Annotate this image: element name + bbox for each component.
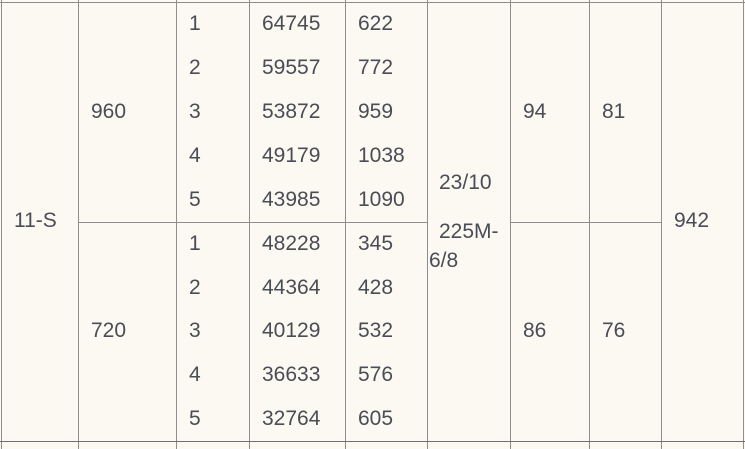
value-a-cell: 36633 — [262, 363, 321, 387]
metric-b-cell: 76 — [602, 319, 626, 343]
data-table: 11-S 960 720 1 2 3 4 5 64745 59557 53872… — [1, 2, 743, 441]
grid-hline-group-divider — [510, 222, 662, 223]
grid-vline — [661, 0, 662, 449]
stage-cell: 5 — [189, 188, 201, 211]
stage-cell: 1 — [189, 12, 201, 35]
value-b-cell: 428 — [358, 275, 394, 299]
spec-line: 23/10 — [439, 170, 492, 194]
stage-cell: 3 — [189, 100, 201, 123]
metric-a-cell: 94 — [523, 100, 547, 123]
value-a-cell: 49179 — [262, 144, 321, 167]
grid-vline — [589, 0, 590, 449]
stage-cell: 2 — [189, 56, 201, 79]
value-a-cell: 48228 — [262, 231, 321, 255]
grid-vline — [1, 0, 2, 449]
value-a-cell: 40129 — [262, 319, 321, 343]
grid-vline — [743, 0, 744, 449]
grid-vline — [510, 0, 511, 449]
value-a-cell: 43985 — [262, 188, 321, 211]
grid-vline — [176, 0, 177, 449]
value-b-cell: 605 — [358, 407, 394, 431]
value-b-cell: 1090 — [358, 188, 405, 211]
value-b-cell: 345 — [358, 231, 394, 255]
grid-vline — [78, 0, 79, 449]
grid-vline — [345, 0, 346, 449]
row-id-cell: 11-S — [14, 209, 57, 233]
value-b-cell: 1038 — [358, 144, 405, 167]
value-b-cell: 622 — [358, 12, 394, 35]
stage-cell: 4 — [189, 144, 201, 167]
value-b-cell: 532 — [358, 319, 394, 343]
grid-hline-top — [0, 2, 745, 3]
stage-cell: 1 — [189, 231, 201, 255]
grid-vline — [249, 0, 250, 449]
value-a-cell: 59557 — [262, 56, 321, 79]
value-a-cell: 32764 — [262, 407, 321, 431]
stage-cell: 3 — [189, 319, 201, 343]
spec-line: 225M-6/8 — [429, 219, 499, 272]
stage-cell: 2 — [189, 275, 201, 299]
value-a-cell: 64745 — [262, 12, 321, 35]
value-b-cell: 772 — [358, 56, 394, 79]
metric-a-cell: 86 — [523, 319, 547, 343]
stage-cell: 5 — [189, 407, 201, 431]
total-cell: 942 — [674, 209, 710, 233]
value-a-cell: 53872 — [262, 100, 321, 123]
grid-hline-group-divider — [78, 222, 428, 223]
grid-vline — [427, 0, 428, 449]
value-b-cell: 576 — [358, 363, 394, 387]
value-b-cell: 959 — [358, 100, 394, 123]
spec-cell: 23/10 225M-6/8 — [427, 2, 510, 441]
stage-cell: 4 — [189, 363, 201, 387]
metric-b-cell: 81 — [602, 100, 626, 123]
speed-cell: 960 — [91, 100, 127, 123]
grid-hline-bottom — [0, 441, 745, 442]
value-a-cell: 44364 — [262, 275, 321, 299]
speed-cell: 720 — [91, 319, 127, 343]
